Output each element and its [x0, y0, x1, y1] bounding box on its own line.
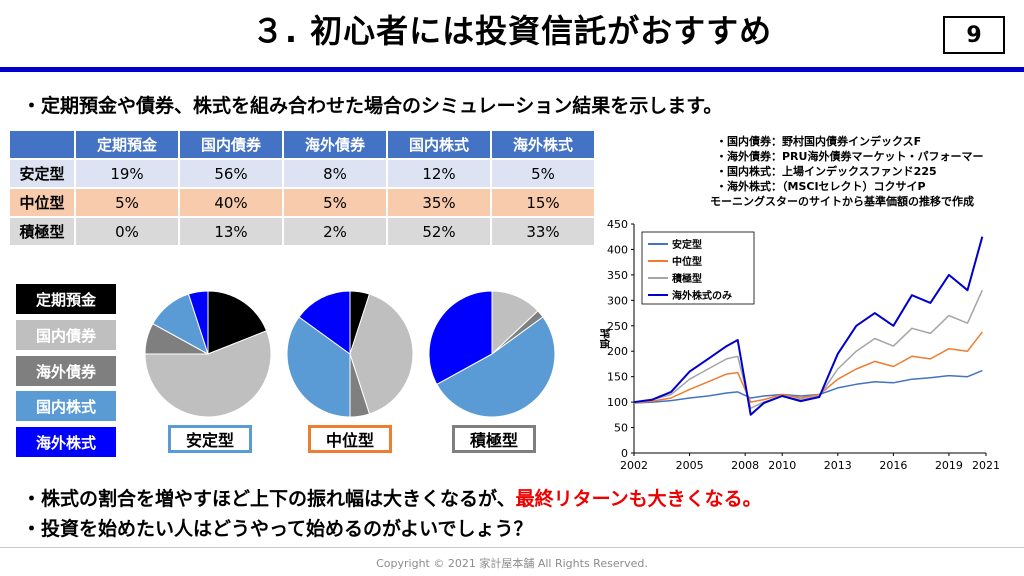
- series-line-1: [633, 369, 983, 404]
- pie-slice-3-5: [428, 290, 493, 386]
- conclusion-prefix: ・株式の割合を増やすほど上下の振れ幅は大きくなるが、: [22, 488, 516, 510]
- table-cell: 33%: [492, 218, 594, 245]
- table-cell: 13%: [180, 218, 282, 245]
- pie-slice-1-5: [187, 290, 209, 355]
- table-header: 国内株式: [388, 131, 490, 158]
- row-label: 中位型: [10, 189, 74, 216]
- legend-label: 積極型: [671, 272, 702, 285]
- allocation-pie-charts: [144, 290, 556, 418]
- footer-divider: [0, 547, 1024, 548]
- pie-slice-3-4: [436, 316, 556, 418]
- y-tick-label: 400: [607, 243, 628, 256]
- y-tick-label: 100: [607, 396, 628, 409]
- simulation-line-chart: 0 50 100 150 200 250 300 350 400 450 2002 2005 2008 2…: [598, 218, 1000, 472]
- table-cell: 5%: [492, 160, 594, 187]
- legend-label: 海外株式のみ: [672, 289, 732, 302]
- legend-domestic-stocks: 国内株式: [16, 391, 116, 421]
- table-cell: 52%: [388, 218, 490, 245]
- pie-slice-2-4: [286, 316, 351, 418]
- x-tick-label: 2019: [935, 459, 963, 472]
- table-cell: 5%: [76, 189, 178, 216]
- table-header: 国内債券: [180, 131, 282, 158]
- row-label: 安定型: [10, 160, 74, 187]
- table-cell: 19%: [76, 160, 178, 187]
- note-line: ・海外債券：PRU海外債券マーケット・パフォーマー: [716, 150, 984, 163]
- allocation-table: 定期預金 国内債券 海外債券 国内株式 海外株式 安定型 19% 56% 8% …: [8, 129, 596, 247]
- y-tick-label: 250: [607, 320, 628, 333]
- table-header: 海外株式: [492, 131, 594, 158]
- x-tick-label: 2013: [824, 459, 852, 472]
- legend-foreign-stocks: 海外株式: [16, 427, 116, 457]
- table-header-row: 定期預金 国内債券 海外債券 国内株式 海外株式: [10, 131, 594, 158]
- table-cell: 35%: [388, 189, 490, 216]
- y-axis-label: 評価: [598, 329, 611, 349]
- x-tick-label: 2021: [972, 459, 1000, 472]
- series-line-4: [633, 236, 984, 416]
- y-tick-label: 200: [607, 345, 628, 358]
- conclusion-text: ・株式の割合を増やすほど上下の振れ幅は大きくなるが、最終リターンも大きくなる。: [22, 484, 762, 511]
- x-tick-label: 2005: [676, 459, 704, 472]
- y-tick-label: 50: [614, 422, 628, 435]
- x-tick-label: 2002: [620, 459, 648, 472]
- intro-text: ・定期預金や債券、株式を組み合わせた場合のシミュレーション結果を示します。: [22, 95, 723, 117]
- series-line-3: [633, 289, 983, 409]
- legend-foreign-bonds: 海外債券: [16, 356, 116, 386]
- page-title: ３. 初心者には投資信託がおすすめ: [251, 12, 773, 50]
- page-number: 9: [943, 16, 1005, 54]
- pie-label-aggressive: 積極型: [452, 425, 536, 453]
- table-row: 安定型 19% 56% 8% 12% 5%: [10, 160, 594, 187]
- y-tick-label: 150: [607, 371, 628, 384]
- table-row: 積極型 0% 13% 2% 52% 33%: [10, 218, 594, 245]
- x-tick-label: 2010: [768, 459, 796, 472]
- table-header: 海外債券: [284, 131, 386, 158]
- note-line: ・海外株式：（MSCIセレクト）コクサイP: [716, 180, 926, 193]
- legend-label: 中位型: [672, 255, 702, 268]
- chart-source-notes: ・国内債券：野村国内債券インデックスF ・海外債券：PRU海外債券マーケット・パ…: [710, 134, 984, 209]
- question-text: ・投資を始めたい人はどうやって始めるのがよいでしょう？: [22, 518, 533, 540]
- pie-label-balanced: 中位型: [308, 425, 392, 453]
- note-line: ・国内債券：野村国内債券インデックスF: [716, 135, 922, 148]
- pie-label-stable: 安定型: [168, 425, 252, 453]
- footer-copyright: Copyright © 2021 家計屋本舗 All Rights Reserv…: [376, 557, 648, 570]
- note-line: ・国内株式：上場インデックスファンド225: [716, 165, 937, 178]
- y-tick-label: 0: [621, 447, 628, 460]
- table-cell: 56%: [180, 160, 282, 187]
- table-row: 中位型 5% 40% 5% 35% 15%: [10, 189, 594, 216]
- table-cell: 2%: [284, 218, 386, 245]
- conclusion-highlight: 最終リターンも大きくなる。: [515, 488, 762, 510]
- y-tick-label: 300: [607, 294, 628, 307]
- series-line-2: [633, 331, 983, 404]
- table-header: 定期預金: [76, 131, 178, 158]
- row-label: 積極型: [10, 218, 74, 245]
- y-tick-label: 450: [607, 218, 628, 231]
- pie-slice-2-2: [349, 293, 414, 415]
- note-line: モーニングスターのサイトから基準価額の推移で作成: [710, 195, 974, 208]
- pie-slice-1-2: [144, 330, 272, 418]
- table-cell: 8%: [284, 160, 386, 187]
- title-divider: [0, 67, 1024, 72]
- pie-slice-1-1: [207, 290, 268, 355]
- table-cell: 12%: [388, 160, 490, 187]
- legend-fixed-deposit: 定期預金: [16, 284, 116, 314]
- table-corner: [10, 131, 74, 158]
- y-tick-label: 350: [607, 269, 628, 282]
- table-cell: 40%: [180, 189, 282, 216]
- table-cell: 0%: [76, 218, 178, 245]
- legend-label: 安定型: [672, 238, 702, 251]
- x-tick-label: 2008: [731, 459, 759, 472]
- legend-domestic-bonds: 国内債券: [16, 320, 116, 350]
- x-tick-label: 2016: [879, 459, 907, 472]
- table-cell: 5%: [284, 189, 386, 216]
- pie-slice-2-5: [298, 290, 351, 355]
- table-cell: 15%: [492, 189, 594, 216]
